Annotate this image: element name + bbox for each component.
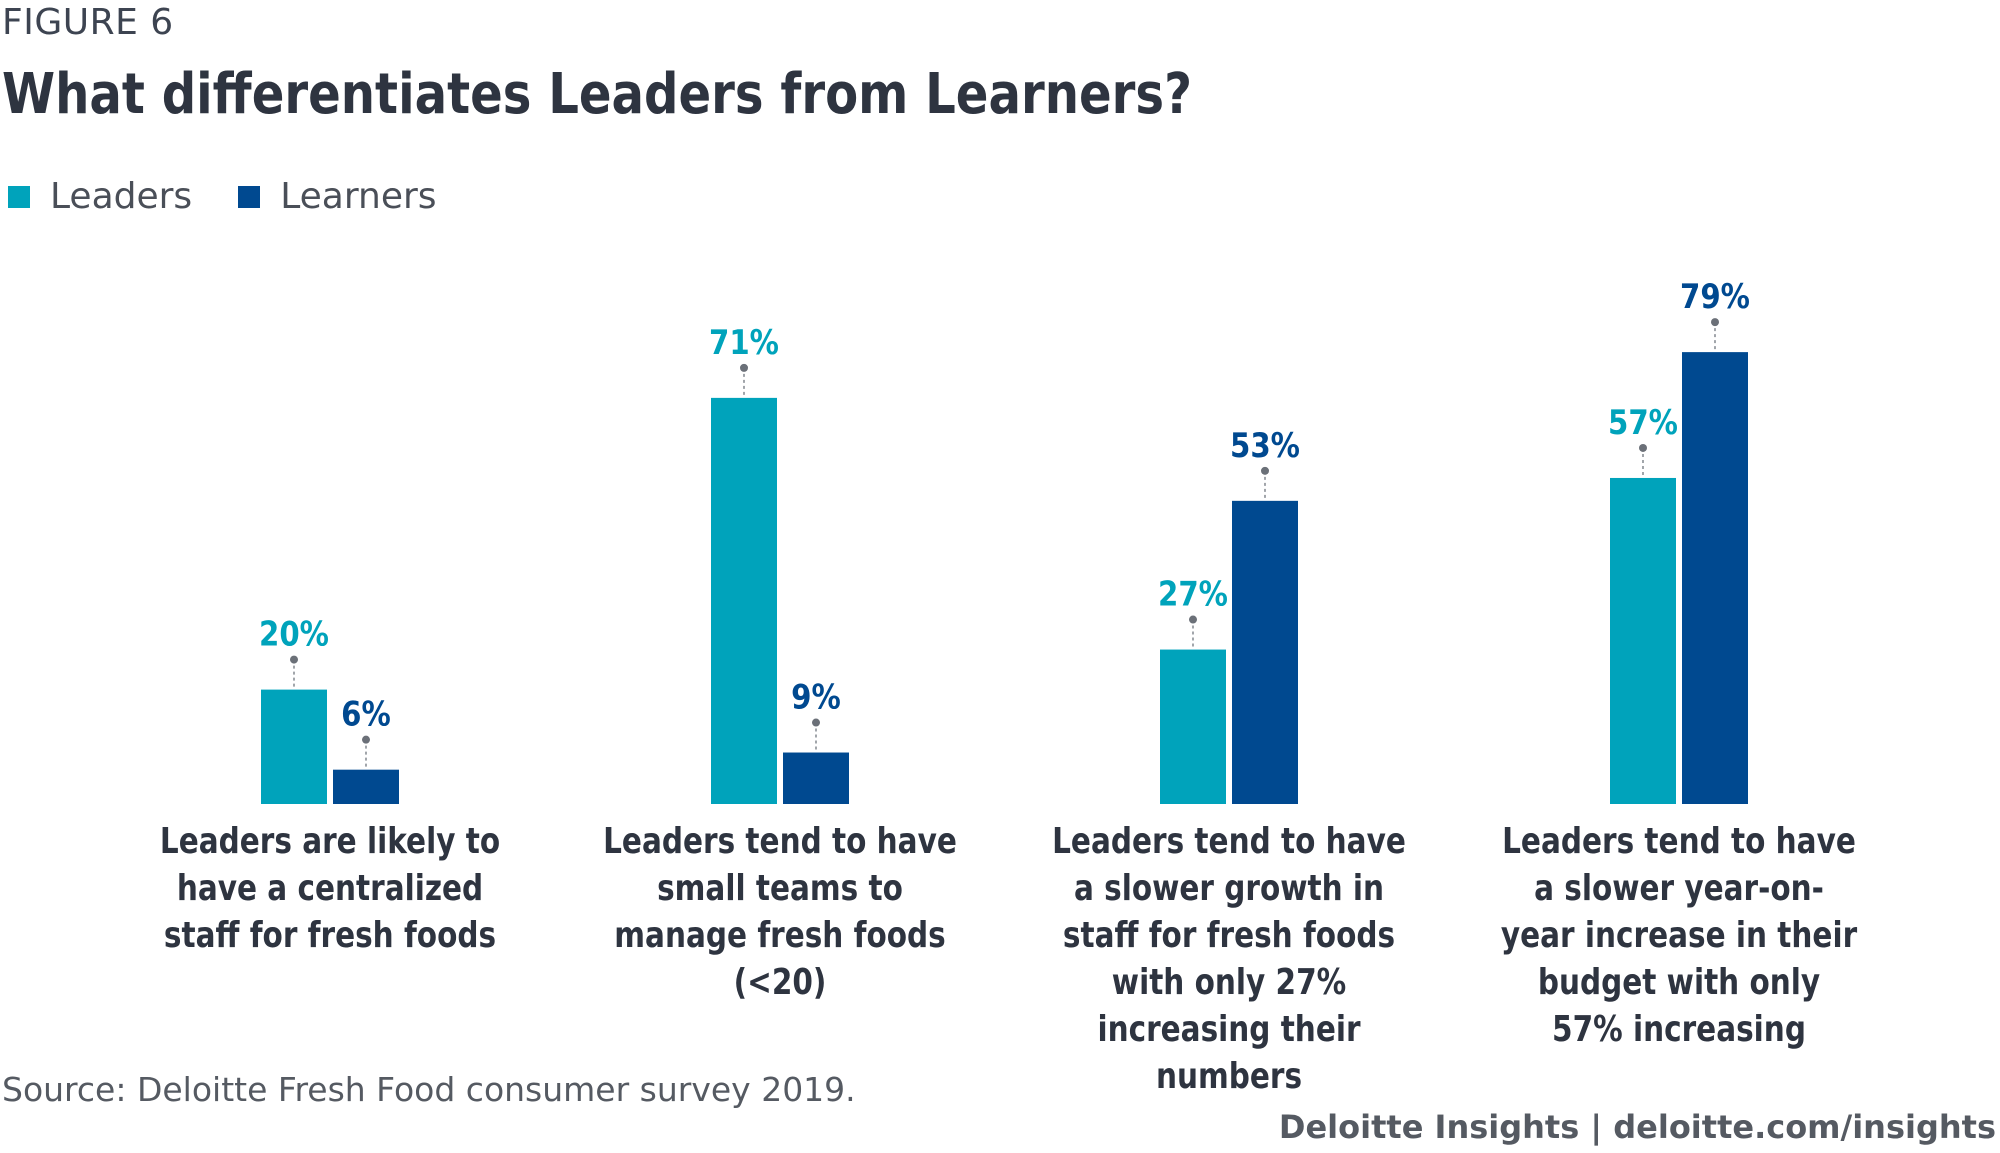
data-label-leaders-3: 27% xyxy=(1158,576,1228,615)
legend-swatch-leaders xyxy=(8,185,30,208)
legend-swatch-learners xyxy=(238,185,261,208)
legend: Leaders Learners xyxy=(8,176,483,217)
category-label-2: Leaders tend to have small teams to mana… xyxy=(603,821,957,1003)
chart-title: What differentiates Leaders from Learner… xyxy=(2,62,1193,127)
leader-dot-leaders-4 xyxy=(1639,443,1647,452)
category-label-4: Leaders tend to have a slower year-on-ye… xyxy=(1500,821,1858,1050)
data-label-learners-1: 6% xyxy=(341,696,391,735)
bar-learners-4 xyxy=(1682,352,1748,804)
legend-label-learners: Learners xyxy=(280,176,437,217)
bar-leaders-4 xyxy=(1610,477,1676,804)
legend-item-leaders: Leaders xyxy=(8,176,192,217)
leader-dot-learners-1 xyxy=(362,735,370,744)
leader-dot-leaders-2 xyxy=(740,363,748,372)
data-label-leaders-4: 57% xyxy=(1608,404,1678,443)
legend-label-leaders: Leaders xyxy=(50,176,193,217)
leader-dot-leaders-1 xyxy=(290,655,298,664)
data-label-learners-2: 9% xyxy=(791,678,841,717)
leader-dot-learners-2 xyxy=(812,718,820,727)
figure-label: FIGURE 6 xyxy=(2,2,174,43)
leader-dot-learners-4 xyxy=(1711,318,1719,327)
source-note: Source: Deloitte Fresh Food consumer sur… xyxy=(2,1070,856,1109)
bar-leaders-2 xyxy=(711,397,777,804)
data-label-learners-4: 79% xyxy=(1680,278,1750,317)
credit-line: Deloitte Insights | deloitte.com/insight… xyxy=(1278,1108,1996,1146)
bar-leaders-1 xyxy=(261,689,327,804)
category-label-1: Leaders are likely to have a centralized… xyxy=(159,821,501,956)
bar-leaders-3 xyxy=(1160,649,1226,804)
bar-learners-2 xyxy=(783,752,849,804)
legend-item-learners: Learners xyxy=(238,176,437,217)
bar-learners-3 xyxy=(1232,500,1298,804)
bar-learners-1 xyxy=(333,769,399,804)
data-label-learners-3: 53% xyxy=(1230,427,1300,466)
category-label-3: Leaders tend to have a slower growth in … xyxy=(1052,821,1406,1097)
leader-dot-leaders-3 xyxy=(1189,615,1197,624)
data-label-leaders-2: 71% xyxy=(709,324,779,363)
data-label-leaders-1: 20% xyxy=(259,616,329,655)
leader-dot-learners-3 xyxy=(1261,466,1269,475)
